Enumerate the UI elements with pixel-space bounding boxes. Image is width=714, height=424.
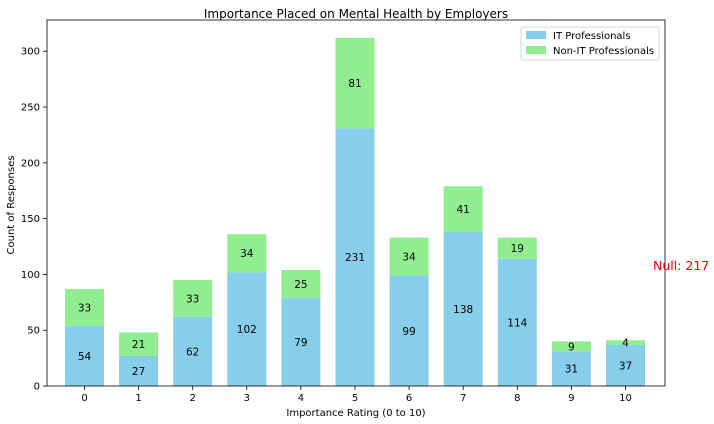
bar-label-non-it-4: 25 <box>294 279 307 291</box>
bar-label-it-2: 62 <box>186 346 199 358</box>
bar-label-non-it-6: 34 <box>402 252 416 264</box>
bar-it-7 <box>443 232 483 386</box>
x-tick-label: 2 <box>190 393 196 404</box>
bar-label-it-0: 54 <box>78 351 92 363</box>
y-axis-label: Count of Responses <box>6 156 17 255</box>
bar-label-it-4: 79 <box>294 337 307 349</box>
bar-it-0 <box>65 325 104 386</box>
bar-it-1 <box>119 355 159 386</box>
x-tick-label: 0 <box>81 393 87 404</box>
y-tick-label: 150 <box>21 214 40 225</box>
bar-non-it-9 <box>551 341 591 352</box>
bar-label-non-it-7: 41 <box>457 204 470 216</box>
x-tick-label: 9 <box>568 393 574 404</box>
x-tick-label: 5 <box>352 393 358 404</box>
bar-it-2 <box>173 316 213 386</box>
x-tick-label: 8 <box>514 393 520 404</box>
x-tick-label: 7 <box>460 393 466 404</box>
y-axis-ticks: 0 50 100 150 200 250 300 <box>21 47 47 393</box>
bar-it-9 <box>551 351 591 386</box>
legend-label-it: IT Professionals <box>553 31 631 42</box>
x-axis-ticks: 0 1 2 3 4 5 6 7 8 9 10 <box>81 386 632 404</box>
bar-label-non-it-5: 81 <box>348 78 361 90</box>
bar-label-it-8: 114 <box>507 317 527 329</box>
bar-label-non-it-1: 21 <box>132 339 145 351</box>
bar-it-8 <box>497 258 537 386</box>
null-count-annotation: Null: 217 <box>653 258 709 273</box>
bar-label-non-it-0: 33 <box>78 302 91 314</box>
bar-label-it-10: 37 <box>619 360 632 372</box>
y-tick-label: 0 <box>34 382 40 393</box>
x-axis-label: Importance Rating (0 to 10) <box>286 408 425 419</box>
legend: IT Professionals Non-IT Professionals <box>520 26 660 61</box>
bar-label-it-9: 31 <box>565 364 578 376</box>
bar-label-it-7: 138 <box>453 304 473 316</box>
x-tick-label: 6 <box>406 393 412 404</box>
bar-label-it-5: 231 <box>345 252 365 264</box>
bar-it-10 <box>606 344 645 386</box>
x-tick-label: 4 <box>298 393 304 404</box>
bar-non-it-5 <box>335 37 375 129</box>
bar-label-non-it-10: 4 <box>622 337 629 349</box>
bar-non-it-3 <box>227 234 267 273</box>
bar-non-it-2 <box>173 279 213 317</box>
bar-it-3 <box>227 272 267 386</box>
bar-label-it-6: 99 <box>402 326 415 338</box>
bar-it-6 <box>389 275 429 386</box>
x-tick-label: 3 <box>244 393 250 404</box>
bars-layer <box>65 37 645 387</box>
x-tick-label: 10 <box>619 393 632 404</box>
bar-non-it-1 <box>119 332 159 356</box>
bar-non-it-4 <box>281 269 321 298</box>
bar-label-non-it-9: 9 <box>568 341 575 353</box>
bar-label-it-3: 102 <box>237 324 257 336</box>
bar-non-it-0 <box>65 288 104 326</box>
bar-non-it-8 <box>497 237 537 259</box>
bar-labels-layer: 54 33 27 21 62 33 102 34 79 25 231 81 99 34 138 41 114 19… <box>78 78 632 378</box>
y-tick-label: 100 <box>21 270 40 281</box>
bar-non-it-10 <box>606 340 645 345</box>
legend-box <box>520 26 660 61</box>
bar-it-4 <box>281 297 321 386</box>
legend-swatch-non-it <box>526 46 546 54</box>
bar-label-it-1: 27 <box>132 366 145 378</box>
x-tick-label: 1 <box>135 393 141 404</box>
legend-swatch-it <box>526 31 546 39</box>
bar-label-non-it-2: 33 <box>186 293 199 305</box>
bar-it-5 <box>335 128 375 387</box>
legend-label-non-it: Non-IT Professionals <box>553 46 654 57</box>
bar-label-non-it-8: 19 <box>511 243 524 255</box>
y-tick-label: 300 <box>21 47 40 58</box>
y-tick-label: 250 <box>21 103 40 114</box>
y-tick-label: 50 <box>27 326 40 337</box>
y-tick-label: 200 <box>21 158 40 169</box>
plot-frame <box>46 19 666 387</box>
bar-non-it-6 <box>389 237 429 276</box>
bar-non-it-7 <box>443 186 483 233</box>
bar-label-non-it-3: 34 <box>240 248 254 260</box>
chart-title: Importance Placed on Mental Health by Em… <box>204 7 508 21</box>
